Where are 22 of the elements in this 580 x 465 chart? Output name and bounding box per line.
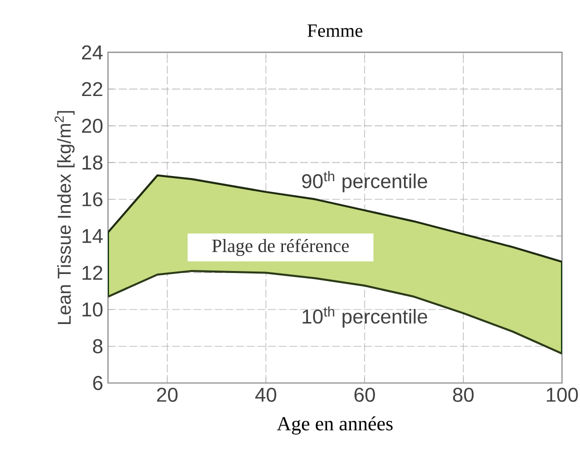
- chart-title: Femme: [308, 24, 362, 37]
- annotation: Plage de référence: [212, 238, 349, 256]
- y-tick-label: 8: [93, 339, 102, 354]
- series-label: 10$^{th}$ percentile: [302, 306, 428, 328]
- y-tick-label: 16: [82, 192, 102, 206]
- y-tick-label: 22: [82, 82, 102, 96]
- x-tick-label: 20: [157, 388, 178, 402]
- y-tick-label: 20: [82, 118, 102, 133]
- x-tick-label: 40: [255, 388, 276, 402]
- x-axis-title: Age en années: [276, 416, 393, 435]
- y-axis-title: Lean Tissue Index [kg/m$^{2}$]: [54, 111, 75, 324]
- y-tick-label: 14: [82, 229, 103, 243]
- x-tick-label: 100: [546, 388, 578, 402]
- y-tick-label: 24: [82, 45, 103, 60]
- y-tick-label: 12: [82, 266, 102, 280]
- y-tick-label: 6: [93, 376, 102, 390]
- y-tick-label: 18: [82, 155, 102, 170]
- x-tick-label: 60: [354, 388, 375, 402]
- line-series: [108, 270, 562, 355]
- x-tick-label: 80: [453, 388, 474, 402]
- series-label: 90$^{th}$ percentile: [302, 171, 428, 192]
- y-tick-label: 10: [82, 302, 102, 317]
